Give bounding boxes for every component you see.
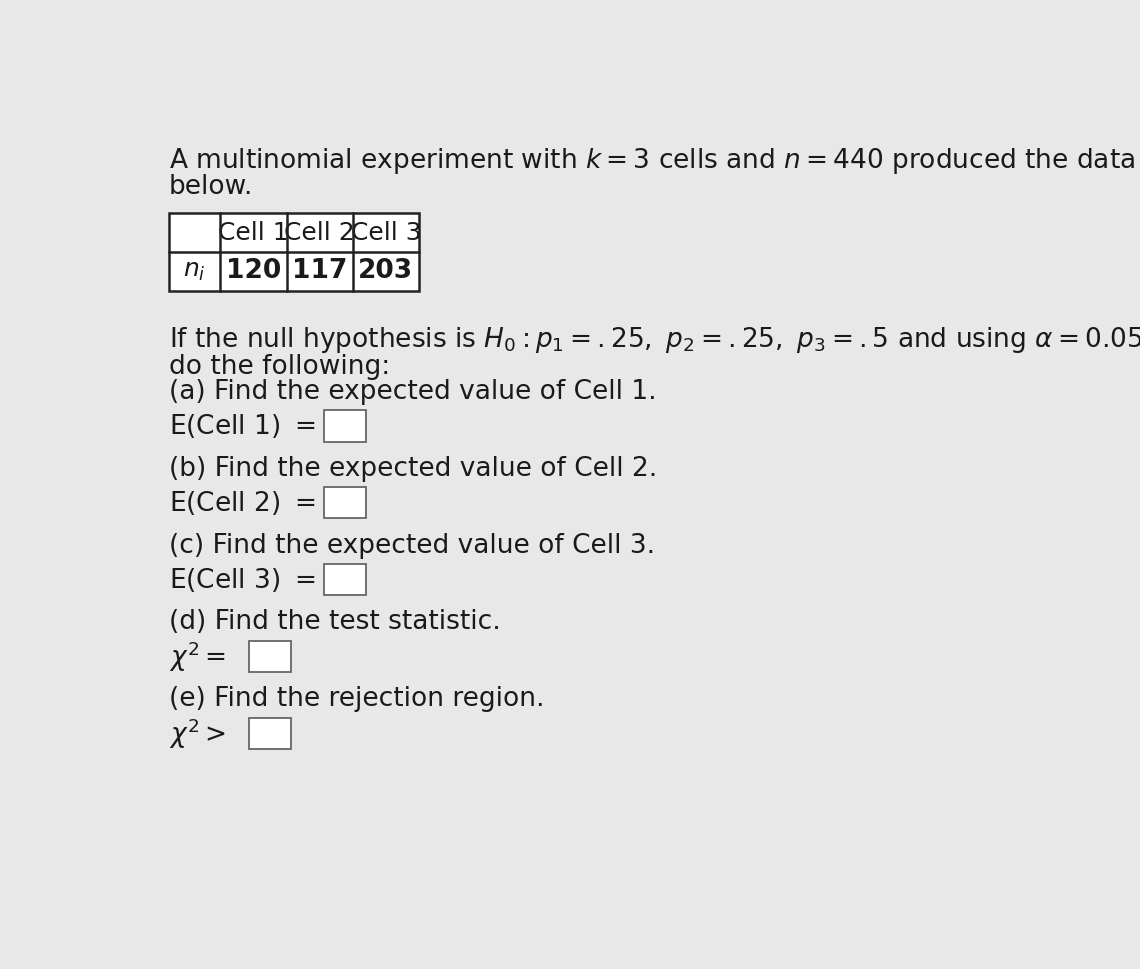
Text: do the following:: do the following: bbox=[169, 354, 390, 380]
Bar bbox=[324, 564, 366, 595]
Text: (c) Find the expected value of Cell 3.: (c) Find the expected value of Cell 3. bbox=[169, 533, 655, 558]
Text: E(Cell 3) $=$: E(Cell 3) $=$ bbox=[169, 566, 316, 594]
Text: below.: below. bbox=[169, 174, 253, 201]
Text: If the null hypothesis is $H_0 : p_1 = .25,\ p_2 = .25,\ p_3 = .5$ and using $\a: If the null hypothesis is $H_0 : p_1 = .… bbox=[169, 326, 1140, 356]
Bar bbox=[249, 718, 291, 749]
Text: A multinomial experiment with $k = 3$ cells and $n = 440$ produced the data show: A multinomial experiment with $k = 3$ ce… bbox=[169, 146, 1140, 176]
Bar bbox=[169, 213, 420, 291]
Text: Cell 2: Cell 2 bbox=[284, 221, 355, 245]
Text: 120: 120 bbox=[226, 259, 280, 285]
Text: $n_i$: $n_i$ bbox=[184, 260, 206, 284]
Text: $\chi^2 >$: $\chi^2 >$ bbox=[169, 716, 226, 751]
Text: Cell 3: Cell 3 bbox=[351, 221, 421, 245]
Text: E(Cell 2) $=$: E(Cell 2) $=$ bbox=[169, 488, 316, 516]
Bar bbox=[249, 641, 291, 672]
Text: (e) Find the rejection region.: (e) Find the rejection region. bbox=[169, 686, 545, 712]
Text: 117: 117 bbox=[292, 259, 348, 285]
Text: (a) Find the expected value of Cell 1.: (a) Find the expected value of Cell 1. bbox=[169, 379, 657, 405]
Text: Cell 1: Cell 1 bbox=[218, 221, 288, 245]
Bar bbox=[324, 487, 366, 518]
Text: E(Cell 1) $=$: E(Cell 1) $=$ bbox=[169, 412, 316, 440]
Text: $\chi^2 =$: $\chi^2 =$ bbox=[169, 640, 226, 673]
Text: (d) Find the test statistic.: (d) Find the test statistic. bbox=[169, 610, 500, 636]
Bar bbox=[324, 410, 366, 442]
Text: (b) Find the expected value of Cell 2.: (b) Find the expected value of Cell 2. bbox=[169, 455, 658, 482]
Text: 203: 203 bbox=[358, 259, 414, 285]
